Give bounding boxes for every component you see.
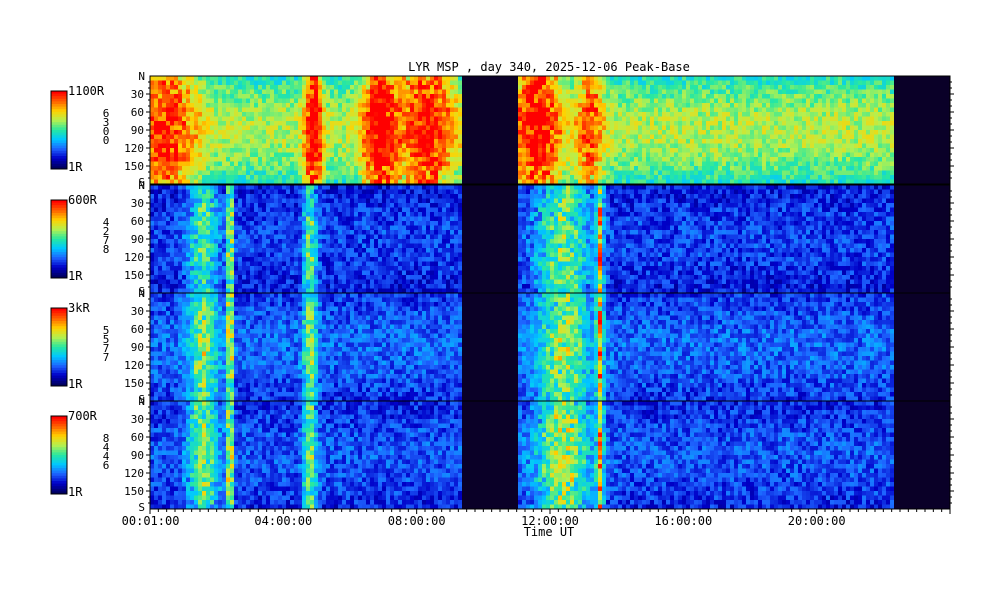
colorbar-min-label: 1R: [68, 377, 83, 391]
channel-label-digit: 0: [103, 125, 110, 138]
colorbar-min-label: 1R: [68, 269, 83, 283]
y-tick-label: 120: [124, 467, 144, 480]
y-tick-label: 90: [131, 341, 144, 354]
channel-label-digit: 7: [103, 351, 110, 364]
y-tick-label: 30: [131, 88, 144, 101]
channel-label-digit: 7: [103, 234, 110, 247]
y-tick-label: 60: [131, 215, 144, 228]
y-end-label-north: N: [138, 287, 145, 300]
channel-label-digit: 0: [103, 134, 110, 147]
y-end-label-south: S: [138, 501, 145, 514]
y-tick-label: 150: [124, 269, 144, 282]
channel-label-digit: 5: [103, 333, 110, 346]
channel-label-digit: 5: [103, 324, 110, 337]
intensity-image-2: [150, 185, 951, 294]
channel-label-digit: 7: [103, 342, 110, 355]
y-end-label-south: S: [138, 285, 145, 298]
channel-label-digit: 3: [103, 116, 110, 129]
intensity-image-3: [150, 293, 951, 402]
channel-label-digit: 8: [103, 432, 110, 445]
x-tick-label: 04:00:00: [254, 514, 312, 528]
x-tick-label: 20:00:00: [788, 514, 846, 528]
channel-label-digit: 4: [103, 450, 110, 463]
y-tick-label: 150: [124, 485, 144, 498]
y-tick-label: 120: [124, 142, 144, 155]
y-tick-label: 90: [131, 449, 144, 462]
chart-title: LYR MSP , day 340, 2025-12-06 Peak-Base: [408, 60, 690, 74]
y-tick-label: 120: [124, 359, 144, 372]
y-tick-label: 150: [124, 160, 144, 173]
y-tick-label: 120: [124, 251, 144, 264]
y-end-label-north: N: [138, 179, 145, 192]
y-end-label-north: N: [138, 70, 145, 83]
x-tick-label: 00:01:00: [122, 514, 180, 528]
y-end-label-south: S: [138, 393, 145, 406]
x-tick-label: 16:00:00: [654, 514, 712, 528]
colorbar-max-label: 3kR: [68, 301, 90, 315]
keogram-panels: NS306090120150NS306090120150NS3060901201…: [124, 70, 954, 514]
y-tick-label: 150: [124, 377, 144, 390]
colorbar-max-label: 700R: [68, 409, 98, 423]
y-end-label-north: N: [138, 395, 145, 408]
y-tick-label: 30: [131, 197, 144, 210]
channel-label-digit: 4: [103, 441, 110, 454]
colorbar-min-label: 1R: [68, 485, 83, 499]
channel-label-digit: 8: [103, 243, 110, 256]
y-tick-label: 60: [131, 106, 144, 119]
y-tick-label: 30: [131, 305, 144, 318]
intensity-image-4: [150, 401, 951, 510]
colorbar-max-label: 1100R: [68, 84, 105, 98]
time-axis: 00:01:00 04:00:00 08:00:00 12:00:00 16:00:00…: [122, 509, 951, 528]
channel-label-digit: 6: [103, 107, 110, 120]
y-tick-label: 60: [131, 431, 144, 444]
channel-label-digit: 6: [103, 459, 110, 472]
y-end-label-south: S: [138, 176, 145, 189]
x-tick-label: 12:00:00: [521, 514, 579, 528]
intensity-image-1: [150, 76, 951, 185]
channel-label-digit: 4: [103, 216, 110, 229]
y-tick-label: 60: [131, 323, 144, 336]
x-axis-label: Time UT: [524, 525, 575, 539]
y-tick-label: 90: [131, 124, 144, 137]
colorbar-max-label: 600R: [68, 193, 98, 207]
y-tick-label: 30: [131, 413, 144, 426]
x-tick-label: 08:00:00: [388, 514, 446, 528]
y-tick-label: 90: [131, 233, 144, 246]
channel-label-digit: 2: [103, 225, 110, 238]
colorbar-min-label: 1R: [68, 160, 83, 174]
